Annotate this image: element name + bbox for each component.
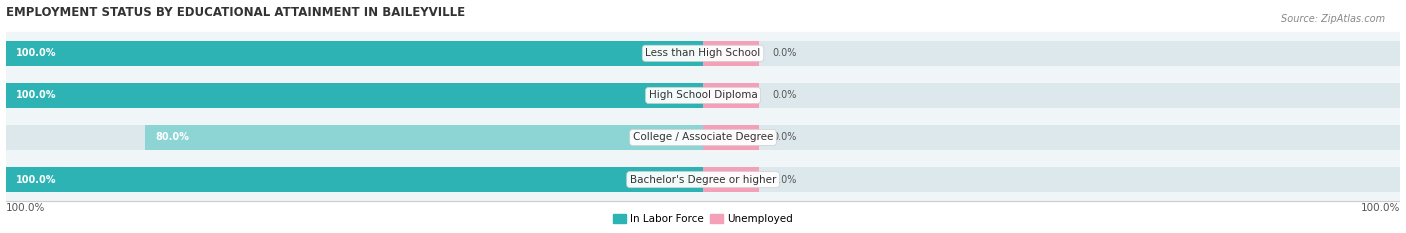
Text: EMPLOYMENT STATUS BY EDUCATIONAL ATTAINMENT IN BAILEYVILLE: EMPLOYMENT STATUS BY EDUCATIONAL ATTAINM… xyxy=(6,6,464,19)
Legend: In Labor Force, Unemployed: In Labor Force, Unemployed xyxy=(609,210,797,228)
Text: 0.0%: 0.0% xyxy=(773,48,797,58)
Bar xyxy=(6,158,1400,201)
Bar xyxy=(6,41,703,65)
Bar xyxy=(6,32,1400,74)
Bar xyxy=(6,83,1400,108)
Bar xyxy=(6,74,1400,116)
Bar xyxy=(6,167,1400,192)
Text: 100.0%: 100.0% xyxy=(1361,203,1400,213)
Bar xyxy=(703,167,759,192)
Text: 0.0%: 0.0% xyxy=(773,90,797,100)
Text: 100.0%: 100.0% xyxy=(15,48,56,58)
Bar xyxy=(703,41,759,65)
Text: 0.0%: 0.0% xyxy=(773,133,797,143)
Bar xyxy=(6,125,1400,150)
Bar xyxy=(6,167,703,192)
Bar xyxy=(145,125,703,150)
Text: 100.0%: 100.0% xyxy=(6,203,45,213)
Text: College / Associate Degree: College / Associate Degree xyxy=(633,133,773,143)
Bar xyxy=(703,83,759,108)
Text: High School Diploma: High School Diploma xyxy=(648,90,758,100)
Text: 0.0%: 0.0% xyxy=(773,175,797,185)
Bar xyxy=(6,116,1400,158)
Bar xyxy=(6,41,1400,65)
Text: Bachelor's Degree or higher: Bachelor's Degree or higher xyxy=(630,175,776,185)
Text: Less than High School: Less than High School xyxy=(645,48,761,58)
Bar xyxy=(6,83,703,108)
Text: Source: ZipAtlas.com: Source: ZipAtlas.com xyxy=(1281,14,1385,24)
Bar xyxy=(703,125,759,150)
Text: 80.0%: 80.0% xyxy=(156,133,190,143)
Text: 100.0%: 100.0% xyxy=(15,90,56,100)
Text: 100.0%: 100.0% xyxy=(15,175,56,185)
